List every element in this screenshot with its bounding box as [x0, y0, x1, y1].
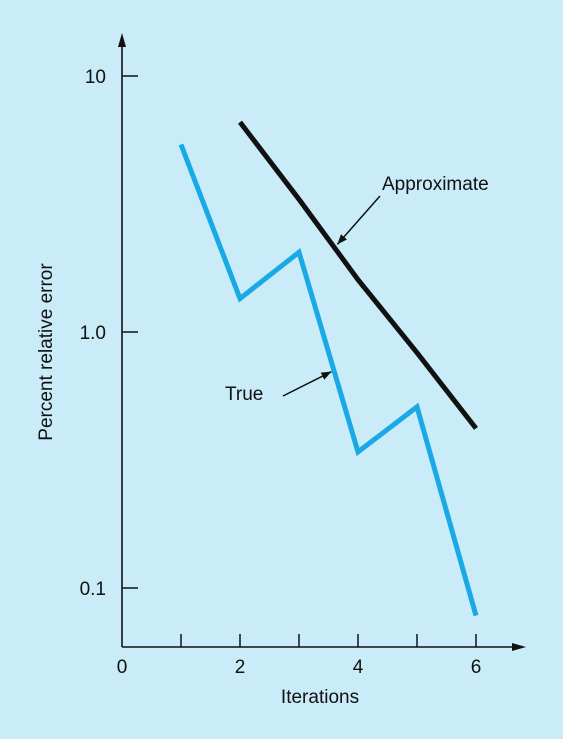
y-axis-arrowhead	[118, 33, 126, 47]
tick-labels: 0 2 4 6 0.1 1.0 10	[80, 67, 482, 678]
x-tick-label: 0	[117, 657, 128, 678]
x-tick-label: 2	[235, 657, 246, 678]
data-point-true	[179, 142, 184, 147]
x-tick-label: 6	[471, 657, 482, 678]
data-point-true	[474, 613, 479, 618]
data-point-approximate	[356, 277, 361, 282]
y-tick-label: 0.1	[80, 579, 106, 600]
x-axis-arrowhead	[512, 643, 526, 651]
data-point-approximate	[238, 120, 243, 125]
series-line-true	[181, 145, 476, 616]
annotation-arrowhead	[321, 372, 332, 380]
annotation-label-approximate: Approximate	[382, 174, 489, 195]
y-axis-title: Percent relative error	[36, 263, 57, 441]
series-line-approximate	[240, 122, 476, 428]
annotation-layer: Approximate True	[225, 174, 489, 405]
axes	[118, 33, 526, 651]
x-axis-title: Iterations	[281, 687, 359, 708]
data-point-true	[415, 404, 420, 409]
x-tick-label: 4	[353, 657, 364, 678]
data-point-approximate	[474, 426, 479, 431]
annotation-label-true: True	[225, 384, 263, 405]
data-point-true	[238, 296, 243, 301]
y-tick-label: 10	[85, 67, 106, 88]
y-tick-label: 1.0	[80, 323, 106, 344]
data-point-approximate	[415, 350, 420, 355]
data-point-true	[356, 449, 361, 454]
data-point-true	[297, 250, 302, 255]
data-point-approximate	[297, 197, 302, 202]
